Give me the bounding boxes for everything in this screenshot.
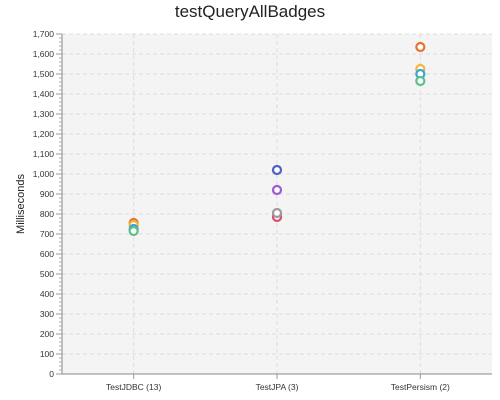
y-tick-label: 1,600: [33, 49, 55, 59]
y-tick-label: 1,500: [33, 69, 55, 79]
x-category-label: TestPersism (2): [391, 382, 450, 392]
y-tick-label: 1,100: [33, 149, 55, 159]
y-tick-label: 1,200: [33, 129, 55, 139]
y-tick-label: 300: [40, 309, 54, 319]
data-point: [271, 184, 283, 196]
y-tick-label: 600: [40, 249, 54, 259]
y-tick-label: 700: [40, 229, 54, 239]
data-point: [415, 75, 426, 87]
y-tick-label: 1,000: [33, 169, 55, 179]
y-tick-label: 500: [40, 269, 54, 279]
y-tick-label: 200: [40, 329, 54, 339]
y-tick-label: 0: [49, 369, 54, 379]
data-points: [128, 41, 426, 237]
y-axis-ticks: 0 100 200 300 400 500 600 700 800 900 1,000 1,100 1,…: [33, 29, 62, 379]
y-tick-label: 1,300: [33, 109, 55, 119]
y-tick-label: 800: [40, 209, 54, 219]
data-point: [271, 207, 283, 219]
x-axis-categories: TestJDBC (13) TestJPA (3) TestPersism (2): [106, 374, 450, 392]
data-point: [415, 41, 426, 53]
y-tick-label: 1,400: [33, 89, 55, 99]
y-tick-label: 100: [40, 349, 54, 359]
chart-title: testQueryAllBadges: [174, 2, 326, 21]
data-point: [128, 225, 139, 237]
y-tick-label: 400: [40, 289, 54, 299]
y-tick-label: 900: [40, 189, 54, 199]
x-category-label: TestJDBC (13): [106, 382, 161, 392]
y-tick-label: 1,700: [33, 29, 55, 39]
y-axis-label: Milliseconds: [15, 174, 27, 234]
data-point: [271, 164, 283, 176]
x-category-label: TestJPA (3): [256, 382, 299, 392]
